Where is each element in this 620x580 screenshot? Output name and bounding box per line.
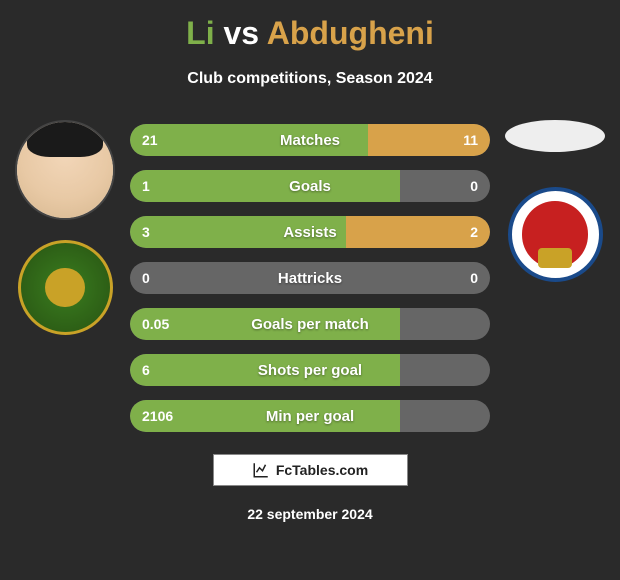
player1-name: Li [186, 15, 214, 51]
stats-list: 2111Matches 10Goals 32Assists 00Hattricks 0.… [130, 124, 490, 432]
stat-row: 0.05Goals per match [130, 308, 490, 340]
vs-label: vs [223, 15, 259, 51]
subtitle: Club competitions, Season 2024 [187, 70, 432, 88]
stat-row: 10Goals [130, 170, 490, 202]
stat-row: 2111Matches [130, 124, 490, 156]
player2-name: Abdugheni [267, 15, 434, 51]
player2-club-badge-icon [508, 187, 603, 282]
face-placeholder-icon [17, 122, 113, 218]
stat-label: Matches [130, 124, 490, 156]
chart-icon [252, 461, 270, 479]
stat-label: Assists [130, 216, 490, 248]
player1-photo [15, 120, 115, 220]
stat-label: Goals per match [130, 308, 490, 340]
stat-label: Shots per goal [130, 354, 490, 386]
stat-label: Min per goal [130, 400, 490, 432]
left-avatar-column [10, 120, 120, 335]
stat-row: 00Hattricks [130, 262, 490, 294]
player2-photo-placeholder [505, 120, 605, 152]
stat-label: Hattricks [130, 262, 490, 294]
stat-row: 32Assists [130, 216, 490, 248]
right-avatar-column [500, 120, 610, 282]
player1-club-badge-icon [18, 240, 113, 335]
title-row: Li vs Abdugheni [186, 15, 434, 52]
stat-row: 6Shots per goal [130, 354, 490, 386]
branding-badge: FcTables.com [213, 454, 408, 486]
stat-row: 2106Min per goal [130, 400, 490, 432]
date-label: 22 september 2024 [247, 506, 372, 522]
branding-text: FcTables.com [276, 462, 368, 478]
stat-label: Goals [130, 170, 490, 202]
comparison-card: Li vs Abdugheni Club competitions, Seaso… [0, 0, 620, 580]
